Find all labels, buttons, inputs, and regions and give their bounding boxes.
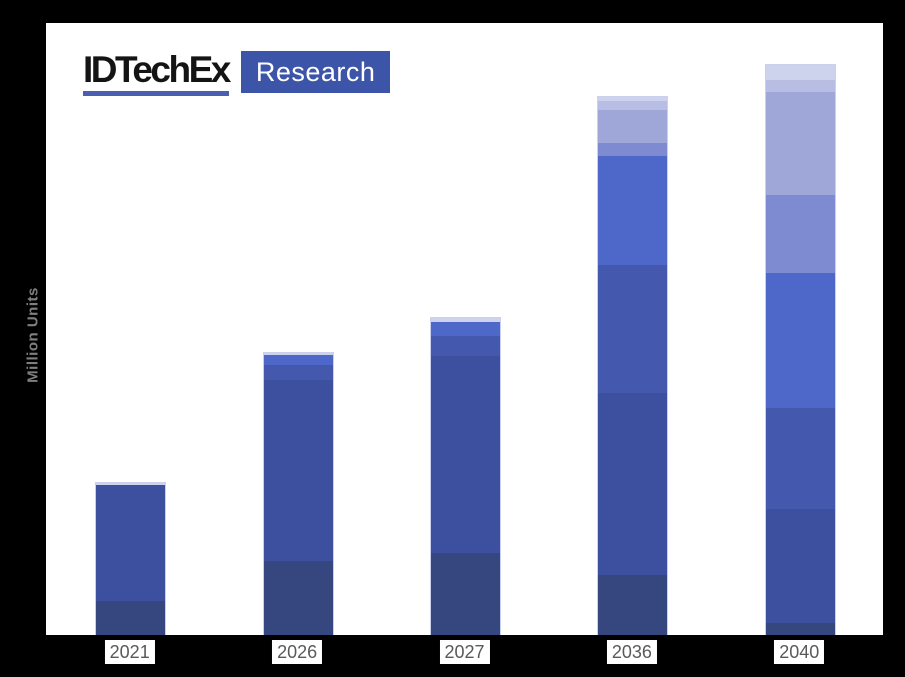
bar-2026 (262, 352, 334, 635)
bar-segment-series-8-top (96, 483, 166, 485)
x-axis-label-2027: 2027 (439, 640, 490, 664)
bar-2027 (430, 317, 501, 635)
bar-segment-series-4 (598, 156, 668, 265)
logo-brand-text: IDTechEx (83, 49, 231, 90)
bar-2021 (95, 482, 167, 635)
bar-segment-series-2 (765, 509, 835, 623)
logo-research-box: Research (240, 51, 391, 93)
x-axis-label-2021: 2021 (104, 640, 155, 664)
bar-segment-series-4 (765, 273, 835, 408)
bar-segment-series-7 (598, 101, 668, 110)
chart-panel: IDTechEx Research (46, 23, 883, 635)
bar-segment-series-4 (263, 355, 333, 365)
bar-segment-series-3 (263, 365, 333, 380)
x-axis-label-2026: 2026 (272, 640, 323, 664)
bar-segment-series-1-bottom (598, 575, 668, 635)
bar-segment-series-5 (598, 143, 668, 156)
bar-segment-series-7 (765, 80, 835, 92)
bar-segment-series-2 (431, 356, 500, 553)
bar-2036 (597, 96, 669, 635)
bar-segment-series-2 (598, 393, 668, 575)
bar-segment-series-2 (263, 380, 333, 561)
bar-segment-series-1-bottom (96, 601, 166, 635)
bar-segment-series-3 (598, 265, 668, 393)
bar-segment-series-8-top (765, 65, 835, 80)
bar-segment-series-1-bottom (263, 561, 333, 635)
bar-segment-series-4 (431, 322, 500, 336)
y-axis-label: Million Units (24, 287, 42, 383)
bar-segment-series-8-top (263, 353, 333, 355)
bar-segment-series-1-bottom (765, 623, 835, 635)
bar-segment-series-6 (598, 110, 668, 143)
bar-segment-series-5 (765, 195, 835, 273)
x-axis-label-2036: 2036 (606, 640, 657, 664)
bar-segment-series-3 (765, 408, 835, 509)
bar-segment-series-8-top (598, 97, 668, 101)
plot-area (46, 23, 883, 635)
bar-segment-series-1-bottom (431, 553, 500, 635)
logo-underline (83, 91, 229, 96)
logo-brand-block: IDTechEx (83, 49, 231, 96)
idtechex-logo: IDTechEx Research (83, 49, 391, 96)
bar-segment-series-8-top (431, 318, 500, 322)
bar-segment-series-3 (431, 336, 500, 356)
bar-segment-series-2 (96, 485, 166, 601)
bar-segment-series-6 (765, 92, 835, 195)
logo-research-text: Research (255, 56, 376, 87)
bar-2040 (764, 64, 836, 635)
x-axis-labels-row: 2021 2026 2027 2036 2040 (0, 640, 905, 668)
x-axis-label-2040: 2040 (774, 640, 825, 664)
